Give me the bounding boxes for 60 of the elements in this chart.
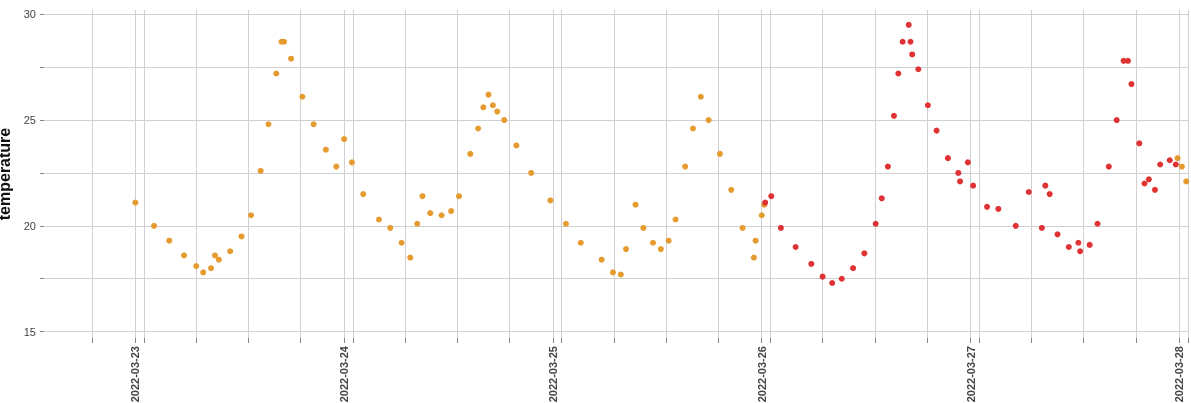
point — [829, 279, 836, 286]
point — [1038, 224, 1045, 231]
point — [905, 21, 912, 28]
x-tick-label: 2022-03-24 — [338, 345, 351, 403]
point — [995, 205, 1002, 212]
point — [884, 163, 891, 170]
point — [1166, 157, 1173, 164]
point — [872, 220, 879, 227]
point — [768, 193, 775, 200]
y-tick-label: 30 — [23, 8, 36, 21]
point — [1086, 241, 1093, 248]
point — [890, 112, 897, 119]
point — [819, 273, 826, 280]
point — [1157, 161, 1164, 168]
point — [861, 250, 868, 257]
point — [1077, 248, 1084, 255]
point — [1075, 239, 1082, 246]
point — [1128, 81, 1135, 88]
point — [1025, 188, 1032, 195]
point — [792, 244, 799, 250]
point — [933, 127, 940, 134]
x-tick-label: 2022-03-28 — [1173, 346, 1186, 403]
x-tick-label: 2022-03-23 — [129, 346, 142, 403]
point — [1105, 163, 1112, 170]
point — [1172, 161, 1179, 168]
point — [957, 178, 964, 185]
point — [1124, 57, 1131, 64]
point — [1054, 231, 1061, 238]
point — [1094, 220, 1101, 227]
point — [777, 224, 784, 231]
point — [944, 155, 951, 162]
point — [1141, 180, 1148, 187]
point — [1012, 222, 1019, 229]
point — [878, 195, 885, 202]
x-tick-label: 2022-03-26 — [755, 346, 768, 403]
point — [808, 260, 815, 267]
point — [909, 51, 916, 58]
point — [838, 275, 845, 282]
point — [907, 38, 914, 45]
point — [915, 66, 922, 73]
point — [924, 102, 931, 109]
point — [1046, 191, 1053, 198]
point — [850, 265, 857, 272]
x-tick-label: 2022-03-27 — [964, 346, 977, 403]
point — [1113, 117, 1120, 124]
point — [1145, 176, 1152, 183]
y-tick-label: 15 — [23, 325, 36, 338]
point — [984, 203, 991, 210]
point — [1065, 244, 1072, 250]
y-tick-label: 25 — [23, 114, 36, 127]
point — [1042, 182, 1049, 189]
point — [970, 182, 977, 189]
y-axis-title: temperature — [0, 127, 14, 221]
y-tick-label: 20 — [23, 219, 36, 232]
point — [1136, 140, 1143, 147]
point — [964, 159, 971, 166]
x-tick-label: 2022-03-25 — [546, 346, 559, 403]
point — [899, 38, 906, 45]
point — [1151, 186, 1158, 193]
point — [955, 169, 962, 176]
